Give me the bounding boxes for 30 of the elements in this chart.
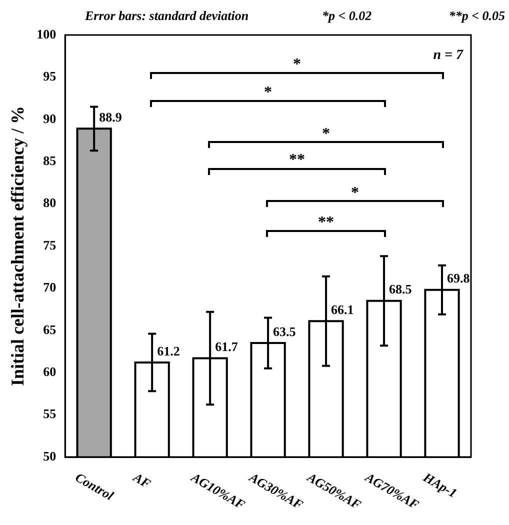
- data-label: 88.9: [99, 110, 122, 125]
- data-label: 69.8: [447, 270, 470, 286]
- y-tick-label: 60: [43, 364, 56, 379]
- y-tick-label: 65: [43, 322, 57, 337]
- x-tick-label: AF: [130, 469, 154, 492]
- annotation: *: [322, 125, 330, 142]
- annotation: *: [264, 84, 272, 101]
- annotation: *: [293, 56, 302, 74]
- annotation: n = 7: [433, 48, 464, 63]
- text: Error bars: standard deviation: [84, 8, 249, 23]
- y-tick-label: 95: [43, 68, 57, 84]
- y-tick-label: 100: [36, 26, 56, 42]
- y-tick-label: 85: [43, 152, 57, 168]
- text: **p < 0.05: [448, 8, 506, 23]
- y-tick-label: 90: [43, 110, 56, 126]
- y-tick-label: 55: [43, 406, 57, 422]
- annotation: *: [351, 184, 360, 202]
- data-label: 61.2: [157, 343, 180, 358]
- annotation: **: [318, 214, 334, 231]
- y-axis-title: Initial cell-attachment efficiency / %: [7, 106, 28, 386]
- y-tick-label: 70: [43, 280, 56, 295]
- annotation: **: [289, 152, 306, 169]
- y-tick-label: 75: [43, 237, 57, 252]
- y-tick-label: 50: [43, 448, 56, 464]
- data-label: 61.7: [215, 339, 238, 354]
- data-label: 63.5: [273, 324, 296, 339]
- data-label: 66.1: [331, 302, 354, 317]
- data-label: 68.5: [389, 282, 412, 297]
- text: *p < 0.02: [322, 8, 372, 23]
- y-tick-label: 80: [43, 195, 56, 210]
